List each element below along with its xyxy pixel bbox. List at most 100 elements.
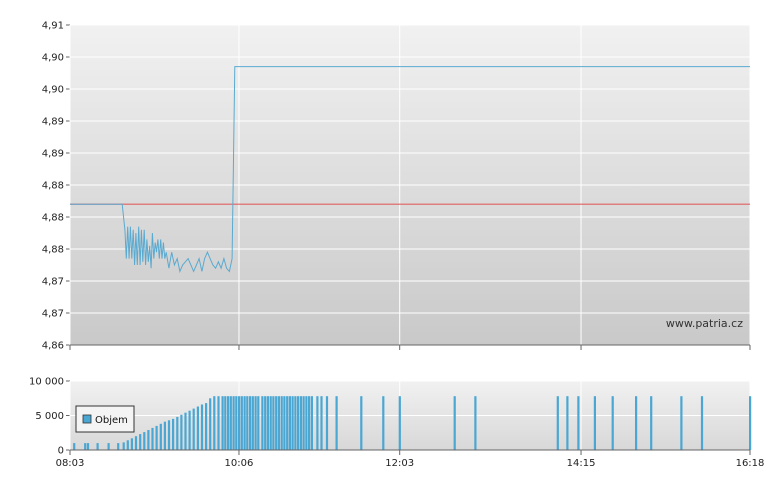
price-y-axis-labels: 4,91 4,90 4,90 4,89 4,89 4,88 4,88 4,88 4,87 4,87… — [42, 21, 64, 352]
volume-bar — [251, 396, 254, 450]
price-y-tick-label: 4,89 — [42, 149, 64, 160]
volume-bar — [159, 423, 162, 450]
x-axis-ticks: 08:03 10:06 12:03 14:15 16:18 — [56, 345, 765, 469]
volume-y-tick-label: 10 000 — [29, 377, 64, 388]
price-y-tick-label: 4,88 — [42, 213, 64, 224]
volume-bar — [86, 443, 90, 450]
watermark: www.patria.cz — [666, 317, 743, 330]
volume-bar — [286, 396, 289, 450]
price-line — [70, 66, 750, 274]
volume-bar — [275, 396, 278, 450]
volume-bar — [151, 427, 154, 450]
volume-bar — [209, 398, 212, 451]
price-y-tick-label: 4,87 — [42, 277, 64, 288]
volume-bar — [184, 412, 187, 450]
price-chart: 4,91 4,90 4,90 4,89 4,89 4,88 4,88 4,88 4,87 4,87… — [42, 21, 751, 352]
x-tick-label: 10:06 — [225, 458, 254, 469]
volume-bar — [556, 396, 559, 450]
volume-bar — [294, 396, 297, 450]
price-y-tick-label: 4,90 — [42, 85, 64, 96]
volume-bar — [155, 425, 158, 450]
volume-bar — [107, 443, 110, 450]
volume-bar — [257, 396, 260, 450]
volume-bar — [196, 406, 199, 450]
volume-bar — [297, 396, 300, 450]
x-tick-label: 12:03 — [385, 458, 414, 469]
volume-bar — [302, 396, 305, 450]
volume-bar — [593, 396, 596, 450]
volume-bar — [163, 421, 166, 450]
volume-bar — [224, 396, 227, 450]
volume-bar — [261, 396, 264, 450]
volume-bar — [310, 396, 313, 450]
volume-bar — [117, 443, 120, 450]
legend-box: Objem — [75, 405, 135, 433]
volume-bar — [382, 396, 385, 450]
x-tick-label: 16:18 — [736, 458, 765, 469]
volume-bar — [200, 404, 204, 450]
volume-bar — [221, 396, 224, 450]
volume-bar — [188, 410, 191, 450]
volume-bar — [700, 396, 704, 450]
price-y-tick-label: 4,91 — [42, 21, 64, 32]
volume-bar — [192, 408, 195, 450]
volume-bar — [635, 396, 638, 450]
volume-bar — [238, 396, 241, 450]
volume-bar — [283, 396, 286, 450]
price-y-tick-label: 4,88 — [42, 181, 64, 192]
volume-bar — [134, 436, 138, 450]
x-tick-label: 08:03 — [56, 458, 85, 469]
volume-bar — [217, 396, 220, 450]
volume-bar — [240, 396, 243, 450]
volume-bar — [122, 442, 125, 450]
volume-bars — [73, 396, 752, 451]
volume-bar — [320, 396, 323, 450]
price-y-tick-label: 4,90 — [42, 53, 64, 64]
volume-bar — [176, 416, 179, 450]
volume-y-tick-label: 0 — [58, 446, 64, 457]
price-y-tick-label: 4,88 — [42, 245, 64, 256]
volume-bar — [611, 396, 614, 450]
volume-bar — [139, 434, 142, 450]
volume-bar — [749, 396, 752, 450]
legend-swatch — [82, 414, 92, 424]
volume-bar — [299, 396, 302, 450]
volume-bar — [453, 396, 456, 450]
volume-bar — [130, 438, 133, 450]
price-y-tick-label: 4,89 — [42, 117, 64, 128]
volume-bar — [180, 414, 183, 450]
volume-bar — [308, 396, 311, 450]
volume-bar — [264, 396, 267, 450]
volume-bar — [335, 396, 338, 450]
volume-bar — [325, 396, 329, 450]
x-tick-label: 14:15 — [567, 458, 596, 469]
volume-bar — [73, 443, 76, 450]
volume-bar — [280, 396, 283, 450]
volume-chart: 10 000 5 000 0 08:03 10:06 12:03 14:15 16:18 O… — [29, 345, 764, 469]
volume-bar — [254, 396, 257, 450]
volume-bar — [229, 396, 232, 450]
volume-bar — [205, 403, 208, 450]
volume-bar — [266, 396, 269, 450]
volume-bar — [398, 396, 401, 450]
price-y-tick-label: 4,86 — [42, 341, 64, 352]
volume-bar — [243, 396, 246, 450]
volume-bar — [147, 430, 150, 450]
volume-bar — [227, 396, 230, 450]
volume-bar — [360, 396, 363, 450]
price-y-tick-label: 4,87 — [42, 309, 64, 320]
volume-bar — [143, 432, 146, 450]
volume-bar — [288, 396, 291, 450]
volume-bar — [246, 396, 249, 450]
volume-bar — [272, 396, 275, 450]
volume-bar — [650, 396, 653, 450]
volume-bar — [291, 396, 294, 450]
volume-bar — [305, 396, 308, 450]
price-series-group — [70, 66, 750, 274]
volume-y-tick-label: 5 000 — [35, 411, 64, 422]
volume-bar — [680, 396, 683, 450]
volume-bar — [249, 396, 252, 450]
volume-bar — [232, 396, 235, 450]
volume-bar — [577, 396, 580, 450]
volume-bar — [213, 396, 216, 450]
